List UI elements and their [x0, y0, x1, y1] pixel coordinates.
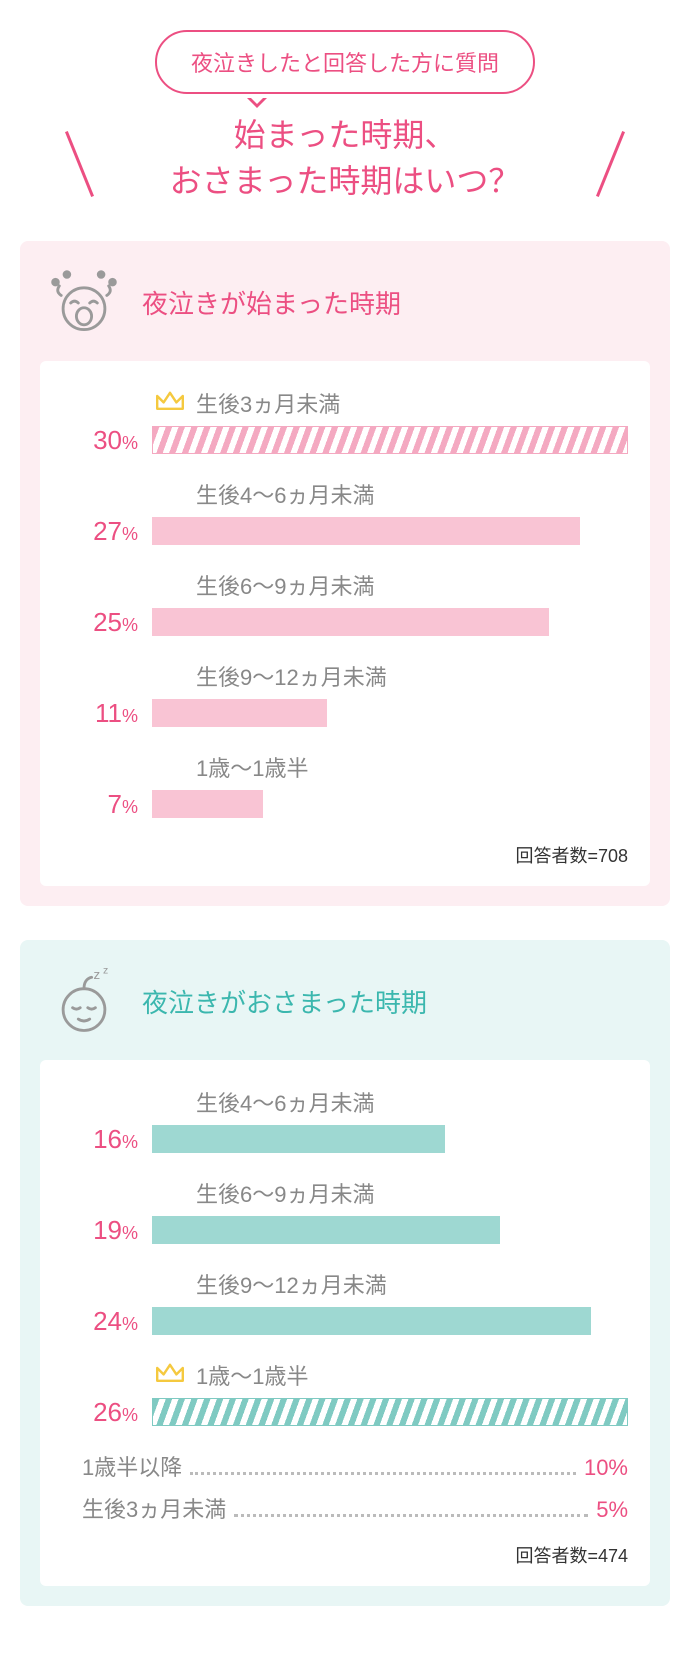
bar-label: 生後9〜12ヵ月未満 [154, 660, 628, 692]
bar-track [152, 699, 628, 727]
panel-started-title: 夜泣きが始まった時期 [142, 284, 401, 321]
bar-row: 生後9〜12ヵ月未満 11% [62, 660, 628, 729]
extra-percent: 5% [596, 1497, 628, 1523]
bar-percent: 11% [62, 698, 138, 729]
bar-track [152, 608, 628, 636]
bar-label: 1歳〜1歳半 [154, 1359, 628, 1391]
bar-label: 生後9〜12ヵ月未満 [154, 1268, 628, 1300]
bar-percent: 25% [62, 607, 138, 638]
bar-label: 生後4〜6ヵ月未満 [154, 1086, 628, 1118]
crown-icon [154, 1360, 186, 1390]
bar-percent: 7% [62, 789, 138, 820]
respondents-count: 回答者数=708 [62, 842, 628, 868]
extra-list: 1歳半以降 10% 生後3ヵ月未満 5% [62, 1450, 628, 1524]
panel-started: 夜泣きが始まった時期 生後3ヵ月未満 30% 生後4〜6ヵ月未満 27% 生後6〜9ヵ月… [20, 241, 670, 906]
bar-percent: 24% [62, 1306, 138, 1337]
extra-percent: 10% [584, 1455, 628, 1481]
headline-line2: おさまった時期はいつ？ [170, 163, 521, 199]
headline: 始まった時期、 おさまった時期はいつ？ [20, 112, 670, 205]
headline-line1: 始まった時期、 [234, 117, 457, 153]
page: 夜泣きしたと回答した方に質問 始まった時期、 おさまった時期はいつ？ [0, 0, 690, 1670]
panel-stopped-title: 夜泣きがおさまった時期 [142, 983, 427, 1020]
bar-track [152, 1216, 628, 1244]
bar-percent: 30% [62, 425, 138, 456]
bar-track [152, 426, 628, 454]
bar-row: 生後4〜6ヵ月未満 27% [62, 478, 628, 547]
bar-track [152, 1125, 628, 1153]
bar-percent: 27% [62, 516, 138, 547]
bar-row: 生後9〜12ヵ月未満 24% [62, 1268, 628, 1337]
bar-row: 生後3ヵ月未満 30% [62, 387, 628, 456]
bar-label: 生後6〜9ヵ月未満 [154, 569, 628, 601]
bar-label: 生後6〜9ヵ月未満 [154, 1177, 628, 1209]
bar-row: 生後4〜6ヵ月未満 16% [62, 1086, 628, 1155]
bar-track [152, 790, 628, 818]
dots-icon [190, 1472, 576, 1475]
bar-label: 生後4〜6ヵ月未満 [154, 478, 628, 510]
bar-track [152, 1398, 628, 1426]
bar-row: 1歳〜1歳半 26% [62, 1359, 628, 1428]
intro-bubble: 夜泣きしたと回答した方に質問 [155, 30, 535, 94]
bar-row: 生後6〜9ヵ月未満 19% [62, 1177, 628, 1246]
crying-baby-icon [46, 265, 122, 341]
bar-track [152, 517, 628, 545]
bar-label: 生後3ヵ月未満 [154, 387, 628, 419]
bar-percent: 19% [62, 1215, 138, 1246]
sleeping-baby-icon: z z [46, 964, 122, 1040]
extra-row: 生後3ヵ月未満 5% [82, 1492, 628, 1524]
bar-row: 生後6〜9ヵ月未満 25% [62, 569, 628, 638]
slash-left-icon [65, 131, 94, 197]
bar-percent: 16% [62, 1124, 138, 1155]
crown-icon [154, 388, 186, 418]
bar-percent: 26% [62, 1397, 138, 1428]
panel-stopped: z z 夜泣きがおさまった時期 生後4〜6ヵ月未満 16% 生後6〜9ヵ月未満 19%… [20, 940, 670, 1606]
bar-label: 1歳〜1歳半 [154, 751, 628, 783]
panel-started-body: 生後3ヵ月未満 30% 生後4〜6ヵ月未満 27% 生後6〜9ヵ月未満 25% 生後9〜12… [40, 361, 650, 886]
intro-bubble-text: 夜泣きしたと回答した方に質問 [191, 51, 499, 76]
svg-text:z: z [94, 967, 101, 982]
dots-icon [234, 1514, 588, 1517]
respondents-count: 回答者数=474 [62, 1542, 628, 1568]
extra-label: 生後3ヵ月未満 [82, 1492, 226, 1524]
bar-track [152, 1307, 628, 1335]
extra-row: 1歳半以降 10% [82, 1450, 628, 1482]
bar-row: 1歳〜1歳半 7% [62, 751, 628, 820]
extra-label: 1歳半以降 [82, 1450, 182, 1482]
panel-stopped-body: 生後4〜6ヵ月未満 16% 生後6〜9ヵ月未満 19% 生後9〜12ヵ月未満 24% 1歳〜… [40, 1060, 650, 1586]
svg-text:z: z [103, 965, 108, 976]
slash-right-icon [596, 131, 625, 197]
